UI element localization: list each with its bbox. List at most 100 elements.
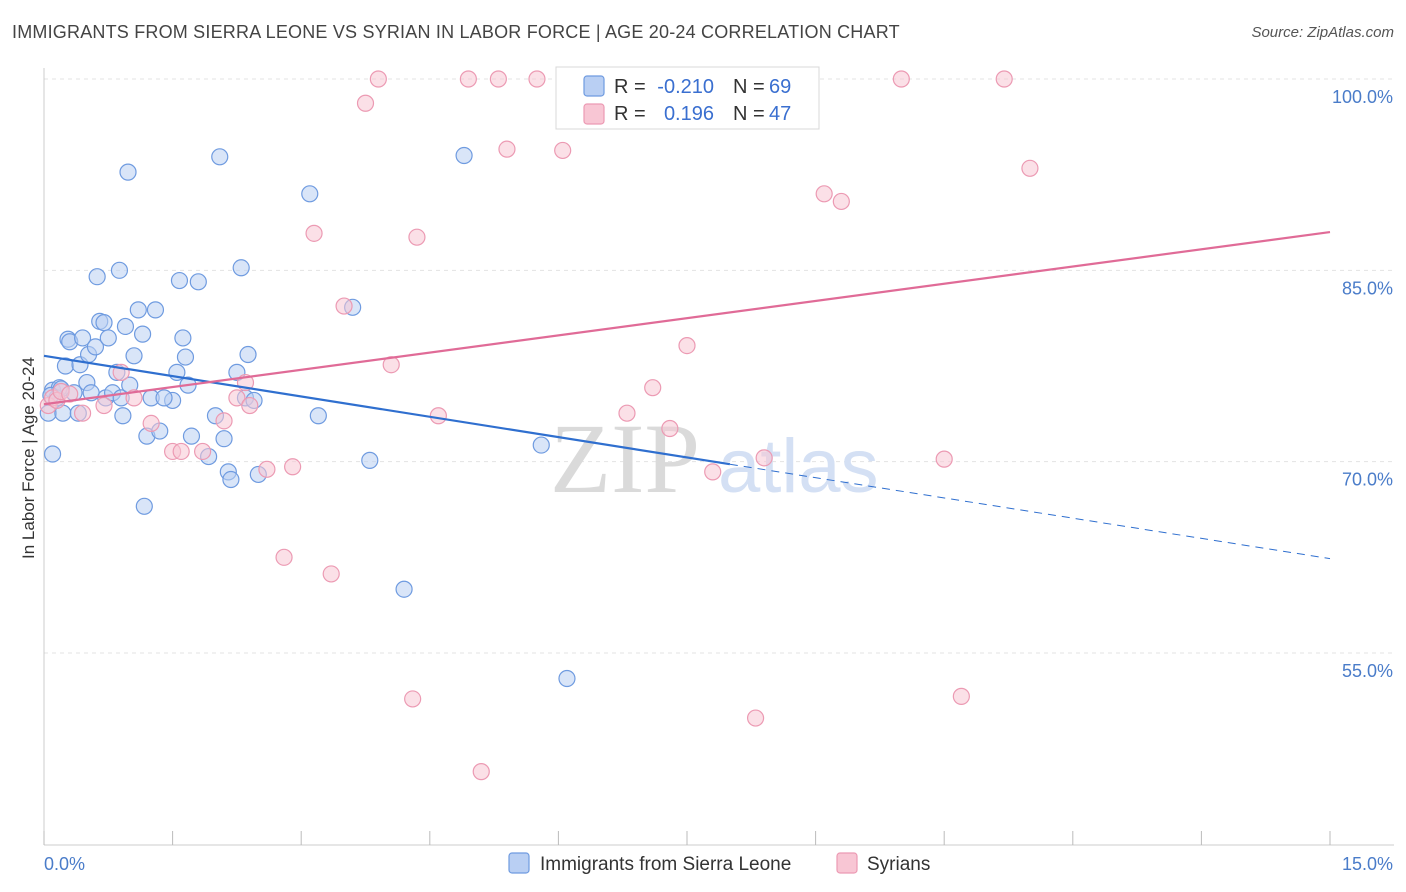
sierra-leone-point-36 [146,301,165,319]
syrians-point-12 [194,442,212,461]
syrians-point-44 [892,70,910,88]
legend-swatch-blue [583,75,605,97]
trend-line-syrians [43,230,1331,406]
x-tick-labels: 0.0% 15.0% [44,854,1393,874]
sierra-leone-point-12 [73,329,92,347]
syrians-point-24 [369,70,387,88]
legend-item-syrians: Syrians [867,854,930,875]
syrians-point-28 [429,407,447,425]
sierra-leone-point-19 [95,314,113,332]
sierra-leone-point-51 [222,470,240,489]
syrians-point-42 [815,185,833,203]
syrians-point-47 [995,70,1013,88]
sierra-leone-point-27 [116,317,135,336]
syrians-point-6 [95,396,113,415]
correlation-legend: R = -0.210 N = 69 R = 0.196 N = 47 [555,66,820,130]
y-axis-label: In Labor Force | Age 20-24 [19,357,38,559]
syrians-point-5 [73,404,92,422]
sierra-leone-point-41 [174,329,192,347]
legend-r-value-1: -0.210 [657,76,714,98]
syrians-point-18 [275,548,293,566]
legend-r-value-2: 0.196 [664,103,714,125]
sierra-leone-point-1 [43,445,62,463]
sierra-leone-point-28 [119,163,137,181]
syrians-point-22 [335,297,353,315]
sierra-leone-point-62 [395,580,413,598]
syrians-point-40 [746,709,765,727]
trend-line-sierra-leone-extension [729,463,1331,560]
syrians-point-27 [408,228,426,246]
sierra-leone-point-31 [129,301,147,319]
syrians-point-38 [678,336,696,355]
syrians-point-11 [172,442,190,461]
legend-n-value-1: 69 [769,76,791,98]
syrians-point-14 [228,389,246,407]
sierra-leone-point-59 [309,407,327,425]
syrians-point-30 [472,763,490,781]
trend-lines [43,230,1331,560]
syrians-point-16 [241,396,259,415]
x-tick-label-0: 0.0% [44,854,85,874]
sierra-leone-point-40 [170,271,189,290]
syrians-point-29 [459,70,477,88]
y-tick-labels: 55.0% 70.0% 85.0% 100.0% [1332,87,1393,681]
sierra-leone-point-44 [182,427,201,445]
series-legend: Immigrants from Sierra Leone Syrians [508,852,930,875]
syrians-point-4 [61,385,79,403]
watermark-atlas: atlas [718,424,879,509]
sierra-leone-point-42 [176,348,195,366]
syrians-point-21 [322,565,340,583]
syrians-point-26 [404,690,422,708]
sierra-leone-point-55 [239,345,257,364]
syrians-point-36 [644,379,662,397]
legend-item-syrians-swatch [836,852,858,874]
source-credit: Source: ZipAtlas.com [1251,24,1394,41]
syrians-point-31 [489,70,507,88]
sierra-leone-point-45 [189,273,207,291]
sierra-leone-point-16 [86,338,105,356]
sierra-leone-point-33 [135,497,153,515]
legend-n-label-1: N = [733,76,765,98]
syrians-point-17 [258,460,276,478]
syrians-point-20 [305,224,323,242]
legend-item-sierra-leone-swatch [508,852,530,874]
syrians-point-35 [618,404,636,422]
syrians-point-34 [554,141,572,160]
trend-line-sierra-leone [43,354,731,466]
sierra-leone-point-61 [361,451,379,469]
sierra-leone-point-24 [110,261,129,279]
legend-n-value-2: 47 [769,103,791,125]
sierra-leone-point-17 [88,268,106,286]
syrians-point-41 [755,449,773,467]
syrians-point-45 [935,450,953,468]
y-tick-label-1: 70.0% [1342,470,1393,490]
sierra-leone-point-64 [532,436,550,454]
syrians-point-13 [215,412,233,430]
sierra-leone-point-68 [155,389,173,407]
legend-item-sierra-leone: Immigrants from Sierra Leone [540,854,791,875]
sierra-leone-point-32 [133,325,152,343]
series-syrians-points [39,70,1039,781]
legend-r-label-1: R = [614,76,646,98]
syrians-point-9 [142,414,160,432]
sierra-leone-point-48 [211,148,229,166]
sierra-leone-point-65 [558,669,576,688]
sierra-leone-point-30 [125,347,143,365]
syrians-point-43 [832,192,850,211]
syrians-point-8 [125,389,143,407]
syrians-point-46 [952,687,970,705]
syrians-point-37 [661,419,679,438]
syrians-point-23 [356,94,375,112]
gridlines [44,78,1394,654]
sierra-leone-point-58 [301,185,319,203]
sierra-leone-point-49 [215,430,233,448]
syrians-point-48 [1021,159,1039,177]
axes [43,68,1394,846]
syrians-point-33 [528,70,546,88]
legend-n-label-2: N = [733,103,765,125]
legend-swatch-pink [583,103,605,125]
x-tick-label-1: 15.0% [1342,854,1393,874]
sierra-leone-point-53 [232,259,250,277]
y-tick-label-2: 85.0% [1342,278,1393,298]
